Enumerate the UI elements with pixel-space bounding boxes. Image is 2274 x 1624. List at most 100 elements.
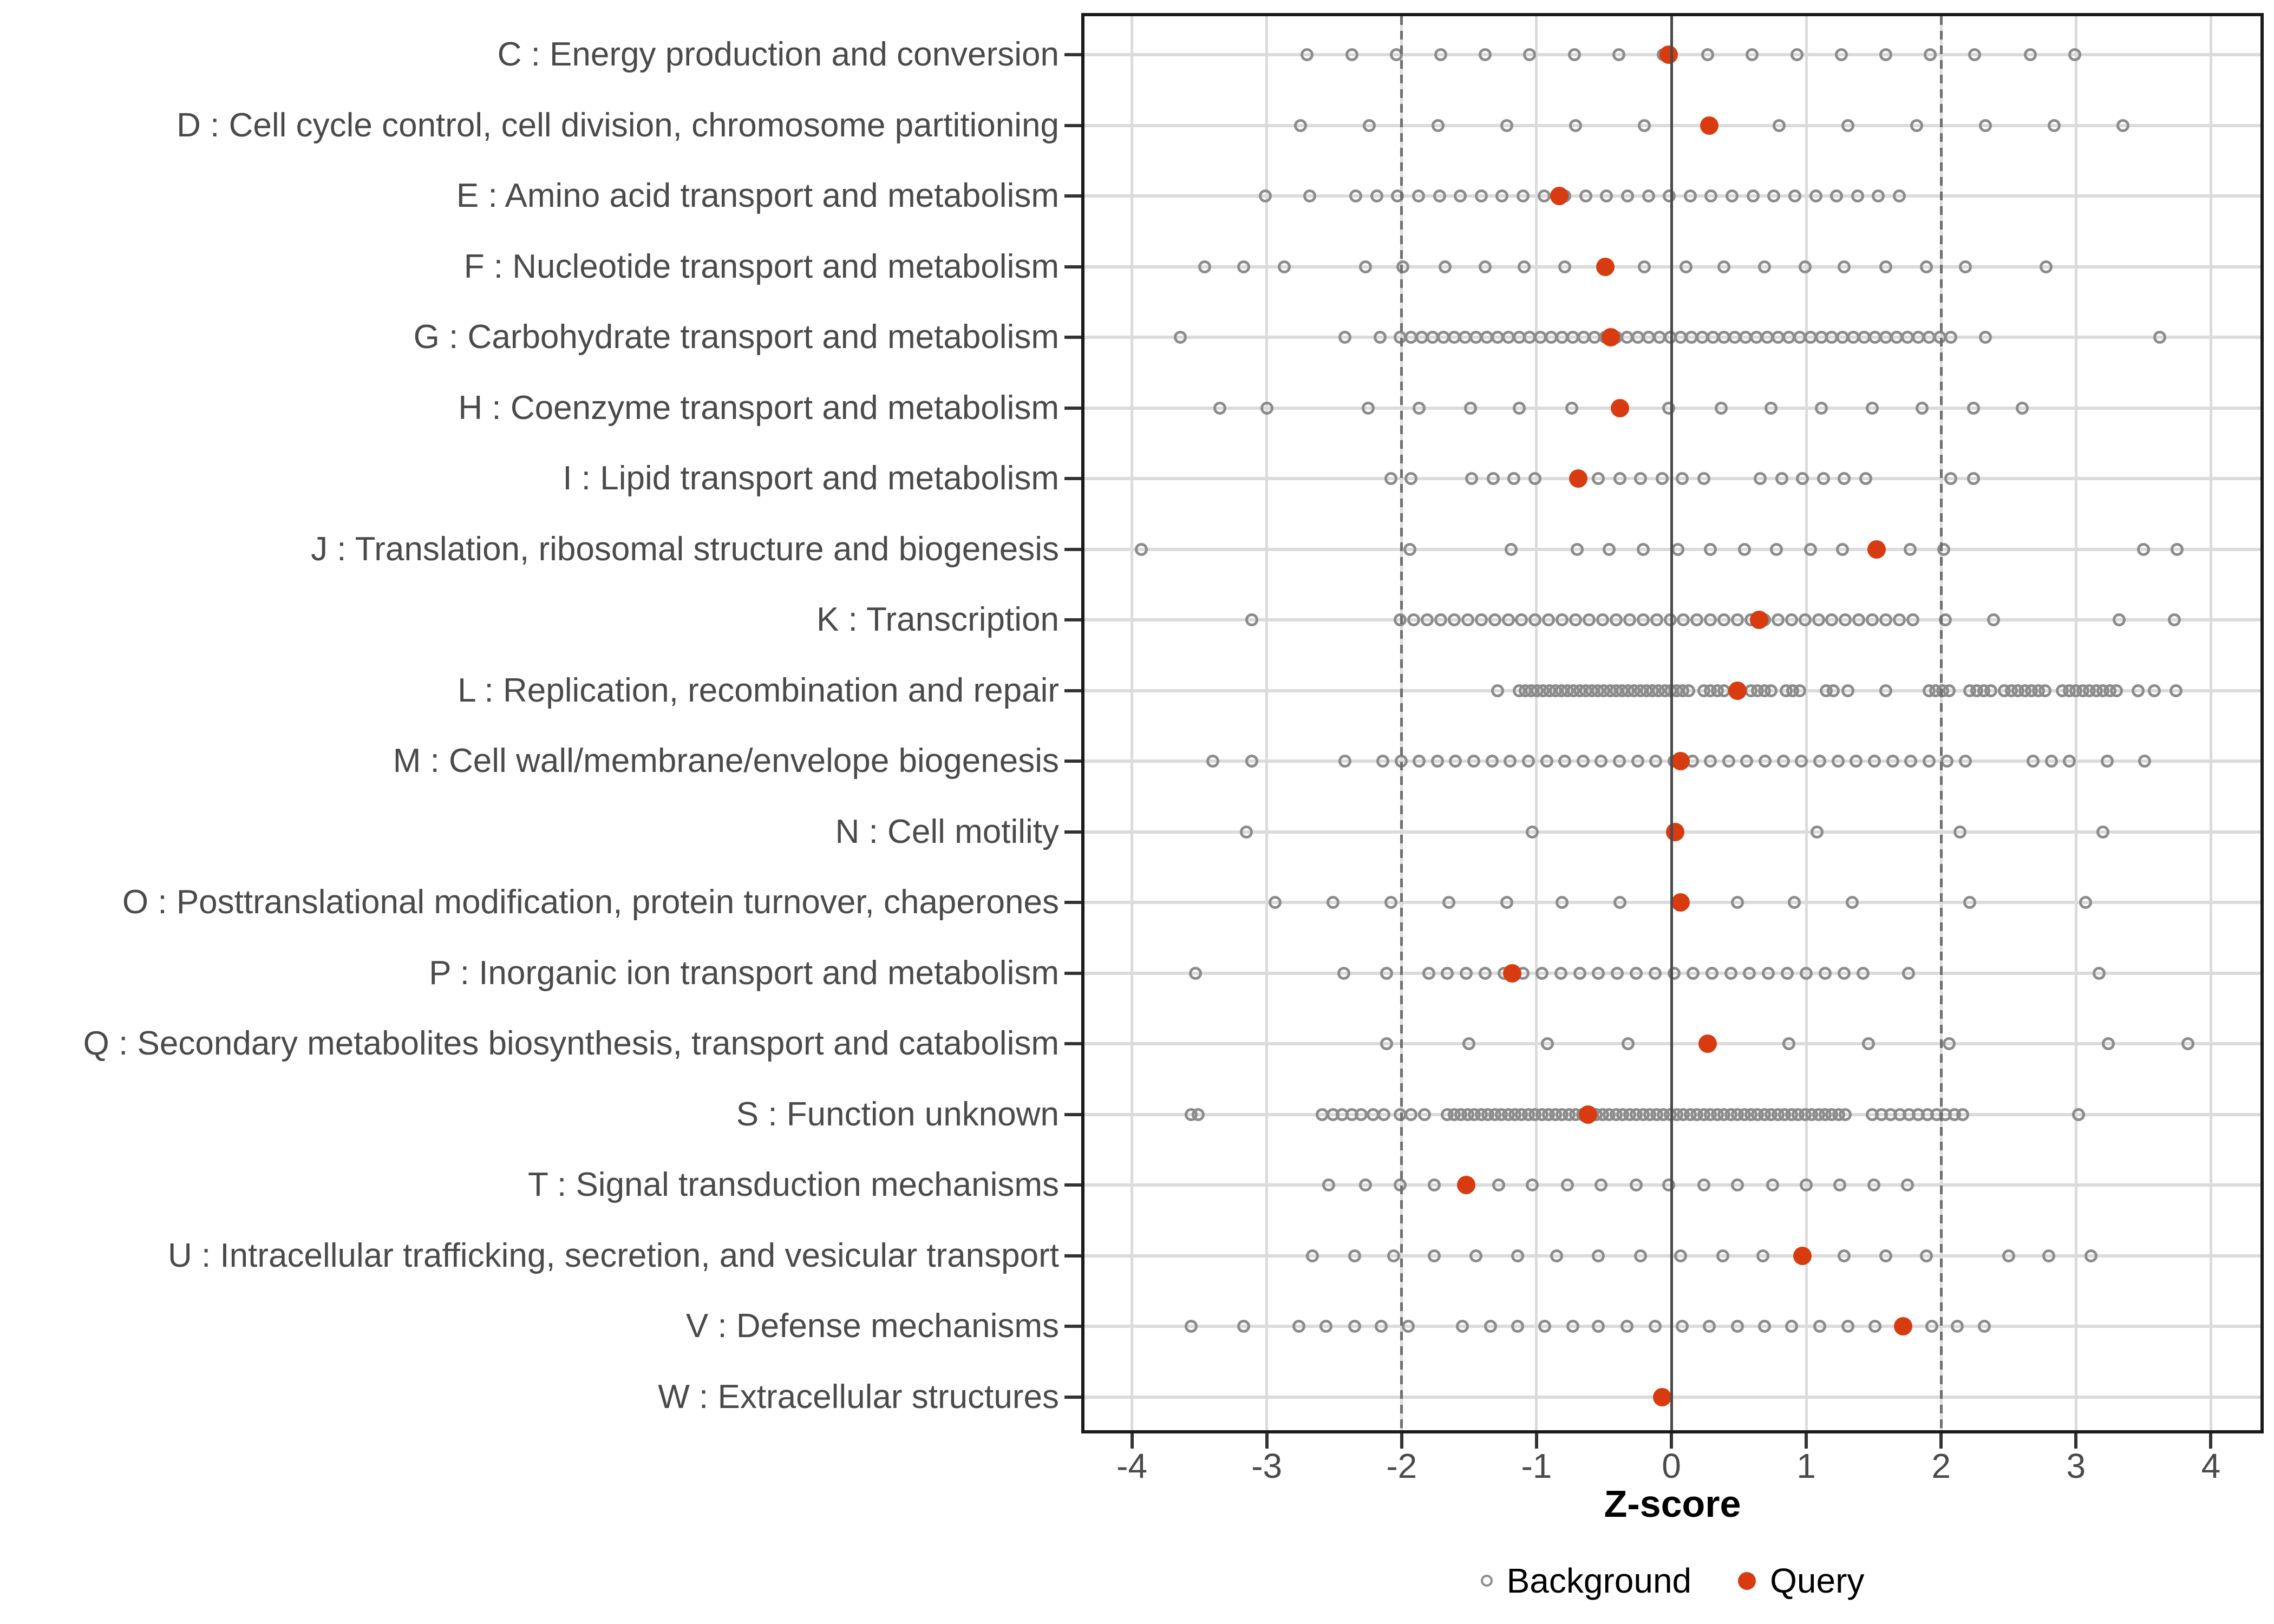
background-point <box>1612 48 1625 61</box>
background-point <box>1501 613 1515 626</box>
y-axis-label-M: M : Cell wall/membrane/envelope biogenes… <box>393 742 1059 780</box>
background-point <box>1237 1320 1251 1333</box>
background-point <box>1319 1320 1333 1333</box>
background-point <box>2092 966 2106 980</box>
background-point <box>1798 613 1812 626</box>
background-point <box>1303 189 1317 202</box>
background-point <box>1345 48 1358 61</box>
background-point <box>1592 472 1605 485</box>
y-axis-tick-S <box>1064 1112 1081 1116</box>
background-point <box>1512 401 1526 415</box>
background-point <box>1479 966 1492 980</box>
background-point <box>1925 1320 1938 1333</box>
background-point <box>1561 1178 1574 1191</box>
query-point <box>1793 1246 1812 1265</box>
background-point <box>1845 896 1859 909</box>
background-point <box>1813 755 1826 768</box>
background-point <box>1430 755 1444 768</box>
y-axis-tick-T <box>1064 1183 1081 1187</box>
background-point <box>1206 755 1220 768</box>
vertical-gridline-4 <box>2209 16 2212 1430</box>
background-point <box>2169 684 2182 697</box>
background-point <box>2040 260 2053 273</box>
y-axis-tick-V <box>1064 1325 1081 1328</box>
background-point <box>2100 755 2114 768</box>
y-axis-label-J: J : Translation, ribosomal structure and… <box>311 530 1059 568</box>
background-point <box>1526 825 1539 839</box>
background-point <box>1485 755 1499 768</box>
background-point <box>1674 1249 1688 1262</box>
background-point <box>1765 401 1778 415</box>
y-axis-tick-F <box>1064 265 1081 269</box>
y-axis-tick-H <box>1064 406 1081 410</box>
background-point <box>2168 613 2181 626</box>
background-point <box>1731 613 1744 626</box>
background-point <box>1623 613 1636 626</box>
background-point <box>1306 1249 1319 1262</box>
query-point <box>1601 328 1620 346</box>
background-point <box>2153 331 2166 344</box>
zero-reference-line <box>1670 16 1673 1430</box>
background-point <box>2102 1037 2115 1050</box>
background-point <box>2002 1249 2015 1262</box>
background-point <box>1910 119 1924 132</box>
background-point <box>2171 542 2184 556</box>
background-point <box>1809 189 1822 202</box>
background-point <box>1460 966 1473 980</box>
background-point <box>1717 613 1731 626</box>
background-point <box>1384 896 1397 909</box>
background-point <box>1338 331 1352 344</box>
background-point <box>1813 1320 1826 1333</box>
background-point <box>1987 613 2001 626</box>
background-point <box>1726 189 1739 202</box>
background-point <box>1636 613 1650 626</box>
background-point <box>1833 1178 1847 1191</box>
background-point <box>1795 755 1808 768</box>
background-point <box>1724 966 1737 980</box>
background-point <box>1461 613 1474 626</box>
background-point <box>2147 684 2161 697</box>
background-point <box>1569 613 1583 626</box>
background-point <box>1380 966 1394 980</box>
background-point <box>1376 755 1389 768</box>
background-point <box>2023 48 2037 61</box>
query-point <box>1671 752 1690 770</box>
vertical-gridline-1 <box>1805 16 1808 1430</box>
background-point <box>1573 966 1586 980</box>
background-point <box>1892 189 1906 202</box>
background-point <box>1422 966 1435 980</box>
y-axis-label-W: W : Extracellular structures <box>658 1378 1059 1416</box>
background-point <box>2079 896 2092 909</box>
background-point <box>1704 189 1718 202</box>
background-point <box>1704 755 1717 768</box>
background-point <box>1613 896 1627 909</box>
query-point <box>1659 45 1678 64</box>
x-axis-tick--3 <box>1265 1433 1269 1449</box>
background-point <box>1565 401 1578 415</box>
background-point <box>1966 401 1980 415</box>
background-point <box>1188 966 1202 980</box>
background-point <box>1680 260 1693 273</box>
background-point <box>1500 119 1514 132</box>
y-axis-label-D: D : Cell cycle control, cell division, c… <box>177 106 1059 144</box>
background-point <box>1731 1320 1744 1333</box>
dashed-reference-line--2 <box>1400 16 1403 1430</box>
background-point <box>1916 401 1929 415</box>
y-axis-label-K: K : Transcription <box>816 601 1059 638</box>
background-point <box>1418 1108 1432 1121</box>
background-point <box>1407 613 1421 626</box>
background-point <box>1767 189 1781 202</box>
background-point <box>2131 684 2145 697</box>
background-point <box>1337 966 1350 980</box>
background-point <box>1788 189 1801 202</box>
background-point <box>1521 755 1535 768</box>
background-point <box>1803 542 1817 556</box>
background-point <box>1775 472 1789 485</box>
background-point <box>1404 472 1418 485</box>
background-point <box>1638 119 1651 132</box>
background-point <box>1866 401 1879 415</box>
